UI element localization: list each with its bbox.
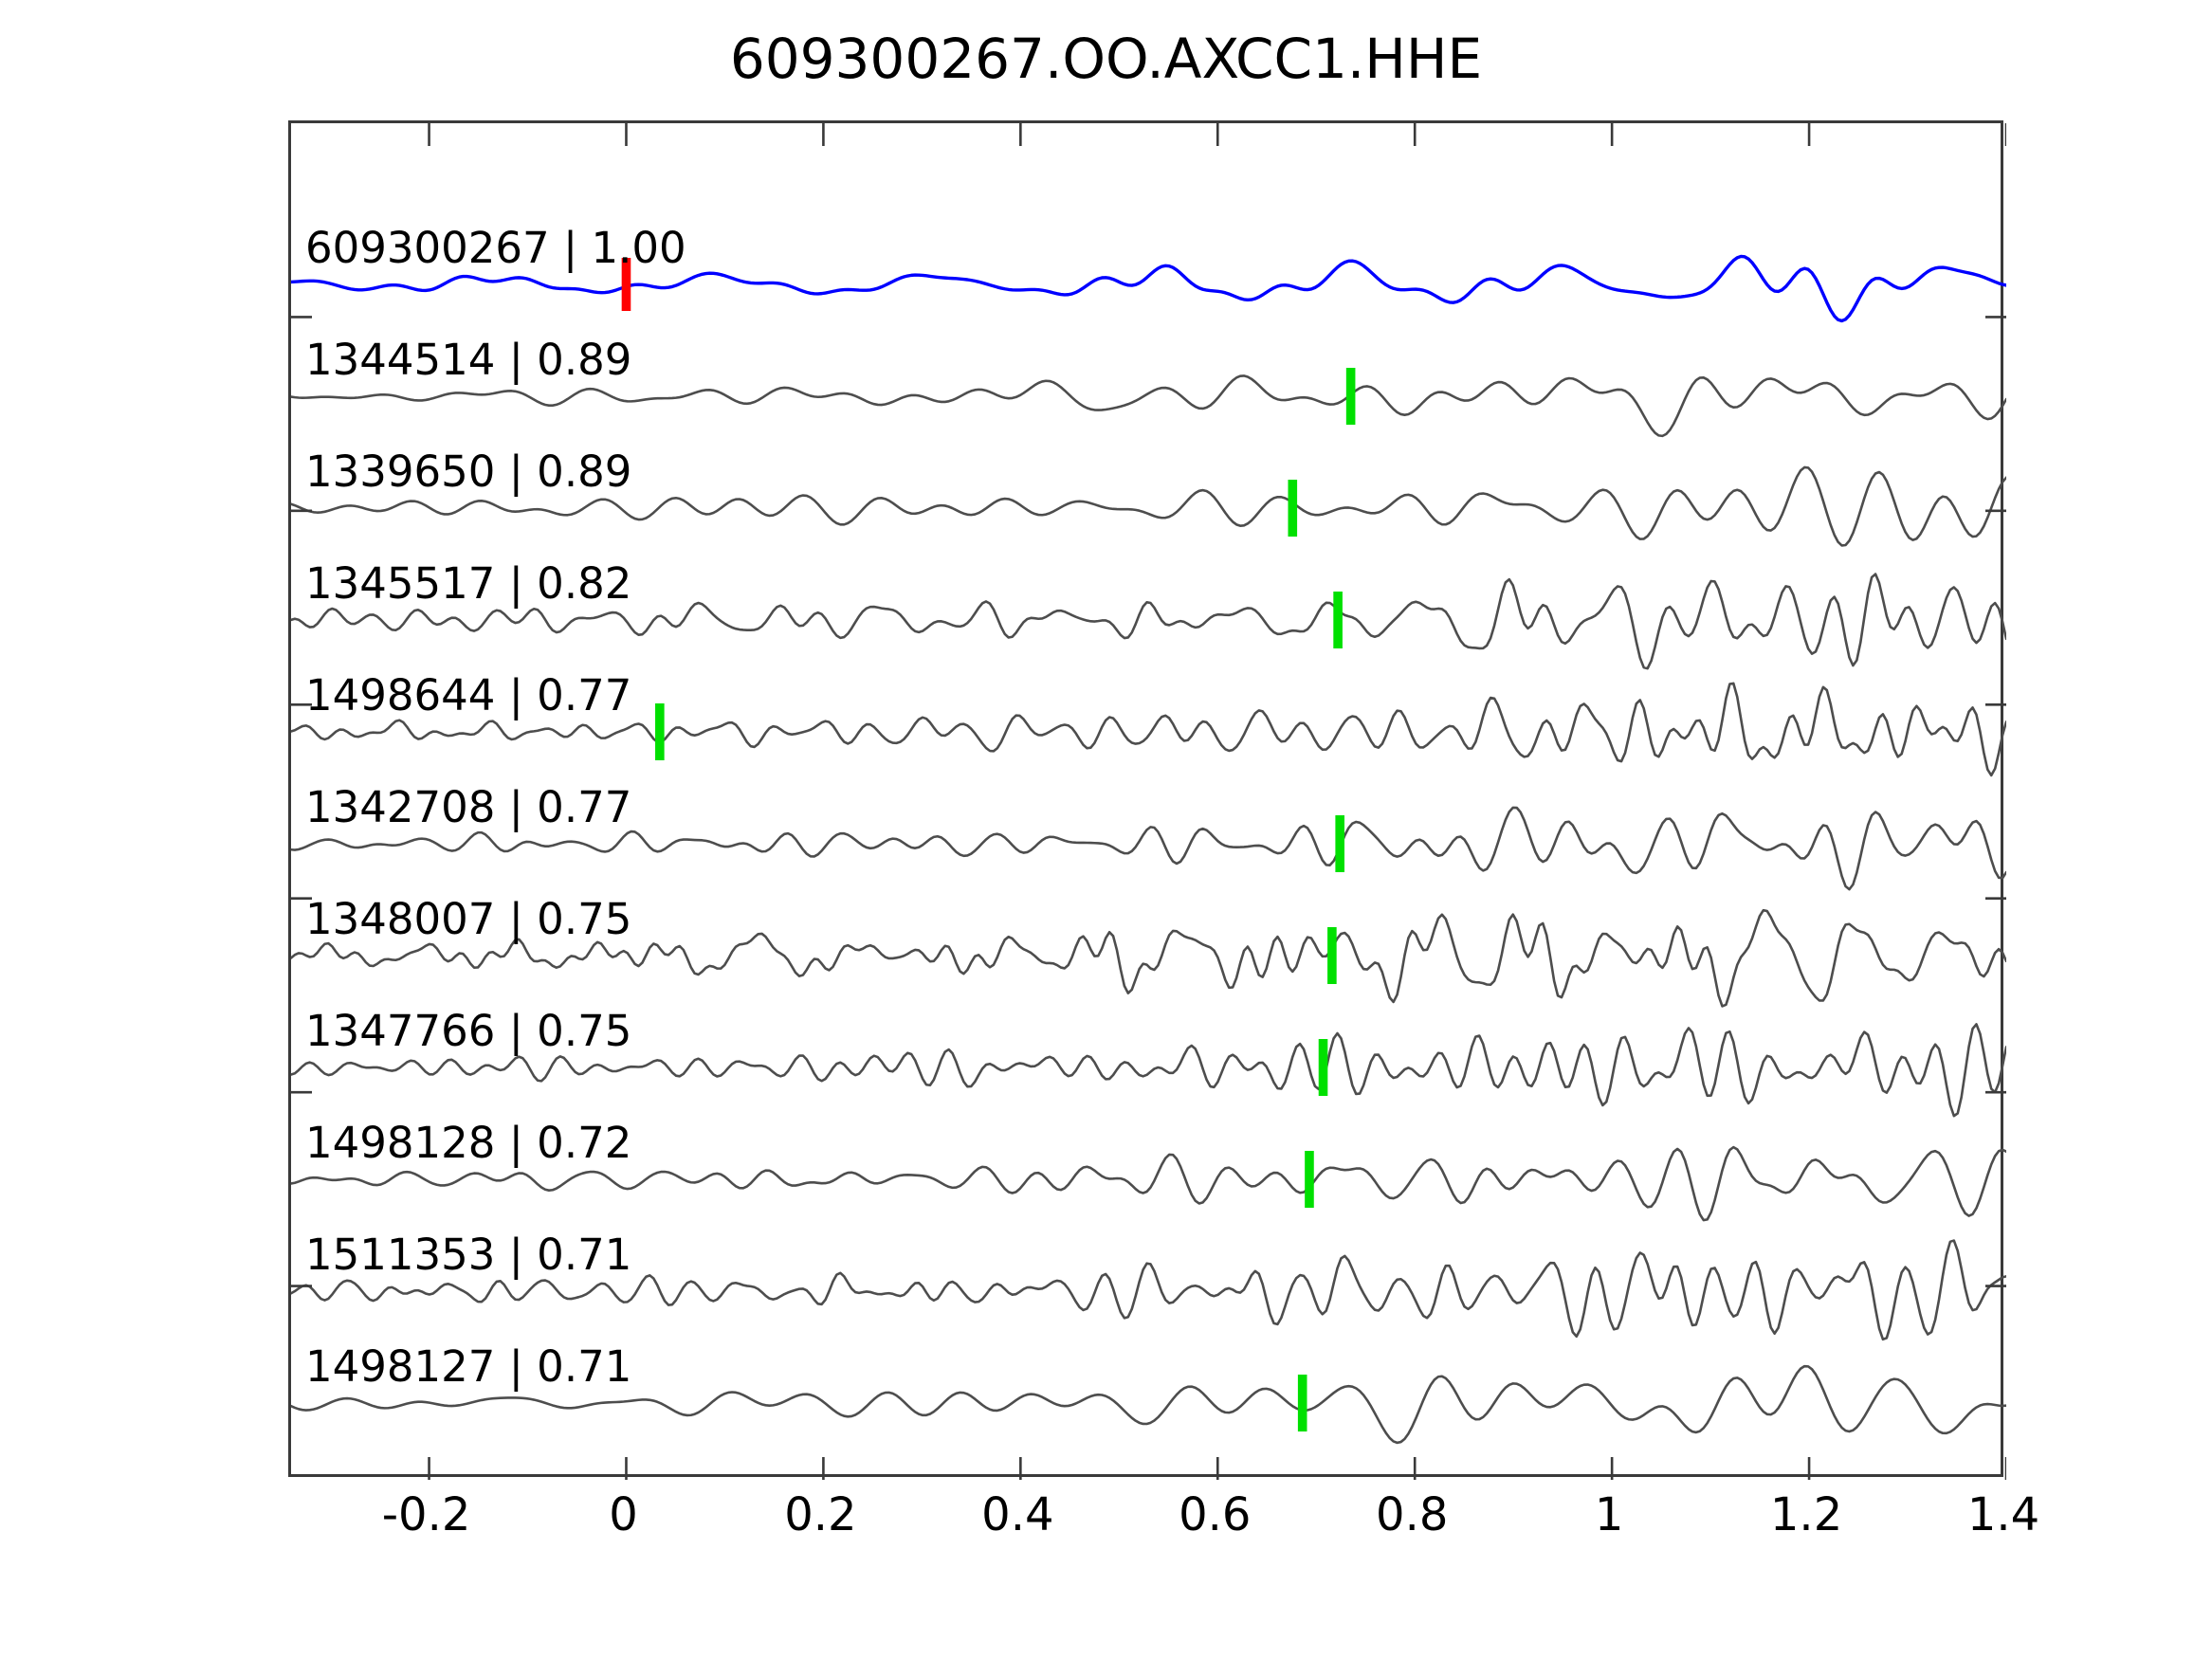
x-tick-label-8: 1.4	[1966, 1488, 2040, 1541]
x-tick-label-7: 1.2	[1769, 1488, 1843, 1541]
waveform-trace-1347766	[291, 1023, 2006, 1118]
waveform-trace-1348007	[291, 908, 2006, 1008]
waveform-trace-1498128	[291, 1145, 2006, 1222]
plot-area	[288, 120, 2006, 1480]
pick-marker-1342708[interactable]	[1335, 815, 1344, 872]
x-tick-label-5: 0.8	[1376, 1488, 1449, 1541]
x-tick-label-2: 0.2	[784, 1488, 857, 1541]
waveform-trace-1342708	[291, 806, 2006, 891]
waveform-trace-609300267	[291, 254, 2006, 323]
waveform-trace-1339650	[291, 465, 2006, 547]
pick-marker-1348007[interactable]	[1327, 927, 1337, 984]
pick-marker-1498128[interactable]	[1305, 1151, 1314, 1208]
page-title: 609300267.OO.AXCC1.HHE	[729, 27, 1483, 91]
pick-marker-1344514[interactable]	[1345, 368, 1356, 425]
x-tick-label-6: 1	[1594, 1488, 1624, 1541]
pick-marker-1498127[interactable]	[1297, 1375, 1307, 1431]
pick-marker-1498644[interactable]	[655, 703, 665, 760]
pick-marker-1339650[interactable]	[1288, 480, 1298, 537]
x-axis-tick-labels: -0.2 0 0.2 0.4 0.6 0.8 1 1.2 1.4	[288, 1488, 2039, 1564]
waveform-trace-1344514	[291, 374, 2006, 438]
x-tick-label-1: 0	[609, 1488, 638, 1541]
waveform-trace-1498127	[291, 1364, 2006, 1445]
pick-marker-609300267[interactable]	[621, 258, 631, 311]
waveform-canvas	[291, 123, 2006, 1480]
pick-marker-1345517[interactable]	[1333, 592, 1343, 648]
x-tick-label-4: 0.6	[1179, 1488, 1252, 1541]
x-tick-label-0: -0.2	[381, 1488, 471, 1541]
waveform-trace-1511353	[291, 1239, 2006, 1341]
x-tick-label-3: 0.4	[981, 1488, 1054, 1541]
waveform-trace-1498644	[291, 682, 2006, 777]
pick-marker-1347766[interactable]	[1318, 1039, 1328, 1096]
waveform-trace-1345517	[291, 573, 2006, 670]
